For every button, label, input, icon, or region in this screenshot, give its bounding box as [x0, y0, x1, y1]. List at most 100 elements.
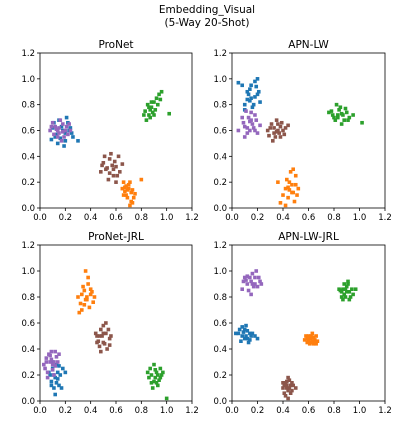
subplot-title: APN-LW-JRL: [278, 231, 339, 243]
scatter-point: [237, 327, 242, 332]
scatter-point: [330, 113, 335, 117]
scatter-point: [304, 334, 308, 338]
x-tick-label: 1.0: [353, 213, 367, 223]
scatter-point: [244, 323, 248, 328]
scatter-point: [82, 288, 87, 293]
scatter-point: [130, 188, 135, 192]
y-tick-label: 0.2: [21, 371, 35, 381]
scatter-point: [99, 349, 103, 354]
scatter-point: [244, 278, 248, 282]
scatter-point: [269, 122, 274, 126]
y-tick-label: 0.0: [21, 204, 35, 214]
scatter-point: [49, 357, 54, 362]
scatter-point: [49, 137, 54, 142]
scatter-point: [118, 170, 122, 174]
scatter-point: [156, 383, 160, 388]
scatter-point: [241, 120, 246, 125]
y-tick-label: 0.8: [213, 101, 227, 111]
scatter-point: [54, 381, 59, 385]
y-tick-label: 1.0: [213, 267, 227, 277]
scatter-point: [248, 331, 252, 336]
scatter-point: [285, 177, 289, 182]
scatter-point: [76, 139, 80, 143]
scatter-point: [149, 100, 154, 104]
scatter-point: [246, 340, 251, 345]
scatter-point: [52, 373, 56, 377]
scatter-point: [87, 305, 92, 310]
scatter-point: [147, 375, 151, 380]
scatter-point: [245, 329, 250, 333]
scatter-point: [139, 177, 144, 182]
subplot-title: ProNet: [98, 39, 133, 51]
scatter-point: [145, 102, 150, 107]
scatter-point: [249, 110, 253, 115]
scatter-point: [52, 386, 56, 390]
scatter-point: [245, 336, 250, 341]
scatter-point: [80, 292, 84, 297]
scatter-point: [49, 383, 54, 388]
x-tick-label: 0.2: [251, 406, 265, 416]
y-tick-label: 0.4: [21, 345, 35, 355]
scatter-point: [158, 366, 163, 371]
scatter-point: [343, 295, 348, 299]
scatter-point: [83, 297, 88, 302]
scatter-point: [332, 115, 336, 120]
scatter-point: [114, 164, 118, 169]
scatter-point: [116, 154, 121, 159]
scatter-point: [61, 129, 65, 134]
scatter-point: [104, 331, 108, 336]
scatter-point: [58, 118, 63, 122]
scatter-point: [271, 139, 275, 143]
scatter-point: [344, 290, 349, 294]
y-tick-label: 0.6: [21, 319, 35, 329]
scatter-point: [339, 295, 344, 299]
x-tick-label: 0.6: [302, 213, 316, 223]
scatter-point: [360, 120, 364, 125]
scatter-point: [291, 167, 295, 172]
scatter-point: [286, 375, 290, 380]
scatter-point: [242, 102, 247, 107]
scatter-point: [57, 364, 61, 368]
scatter-point: [64, 124, 69, 129]
y-tick-label: 1.0: [21, 267, 35, 277]
scatter-point: [258, 100, 262, 104]
scatter-point: [109, 151, 113, 156]
scatter-point: [248, 119, 252, 124]
scatter-point: [336, 113, 340, 117]
x-tick-label: 0.0: [225, 406, 239, 416]
scatter-point: [293, 386, 298, 390]
scatter-point: [49, 124, 54, 129]
scatter-point: [80, 308, 84, 312]
series-orange: [302, 331, 320, 346]
series-green: [337, 279, 358, 302]
scatter-point: [287, 188, 292, 192]
scatter-point: [255, 77, 260, 81]
scatter-point: [53, 364, 57, 368]
scatter-point: [310, 331, 315, 336]
scatter-point: [241, 330, 246, 334]
scatter-point: [249, 96, 253, 101]
scatter-point: [268, 126, 273, 130]
scatter-point: [256, 89, 261, 94]
x-tick-label: 0.6: [302, 406, 316, 416]
scatter-point: [353, 287, 358, 291]
scatter-point: [295, 193, 299, 197]
scatter-point: [158, 375, 163, 380]
y-tick-label: 0.8: [21, 293, 35, 303]
scatter-point: [253, 282, 257, 286]
scatter-point: [97, 344, 102, 349]
series-purple: [236, 109, 262, 139]
x-tick-label: 0.4: [276, 406, 290, 416]
scatter-point: [52, 360, 56, 364]
scatter-point: [152, 379, 156, 384]
scatter-point: [282, 383, 287, 388]
y-tick-label: 1.2: [21, 49, 35, 59]
scatter-point: [253, 79, 257, 84]
scatter-point: [59, 124, 64, 129]
scatter-point: [290, 182, 294, 187]
scatter-point: [307, 336, 312, 341]
scatter-point: [148, 115, 152, 120]
scatter-point: [276, 122, 280, 126]
y-tick-label: 0.2: [213, 371, 227, 381]
scatter-point: [156, 102, 160, 107]
